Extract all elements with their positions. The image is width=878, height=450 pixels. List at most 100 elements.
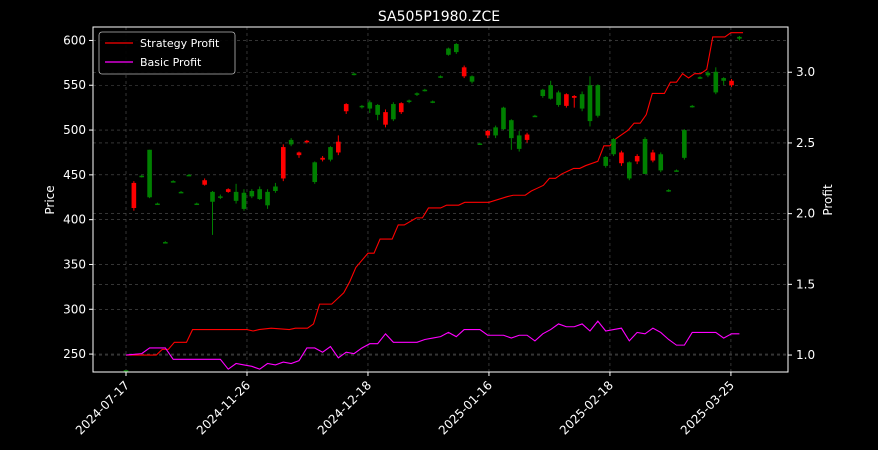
candle-body <box>288 139 294 145</box>
candle-body <box>556 92 561 105</box>
candle-body <box>697 77 703 79</box>
candle-body <box>634 156 640 162</box>
candle-body <box>485 130 491 136</box>
strategy-profit-line <box>126 32 744 356</box>
candle-body <box>516 135 522 149</box>
y-right-tick-label: 1.5 <box>796 277 815 291</box>
candle-body <box>453 44 459 53</box>
candle-body <box>155 203 160 206</box>
candle-body <box>501 107 506 130</box>
candle-body <box>548 85 553 99</box>
legend-strategy-label: Strategy Profit <box>140 37 220 50</box>
y-right-tick-label: 2.5 <box>796 136 815 150</box>
candle-body <box>587 85 593 122</box>
y-left-tick-label: 300 <box>63 302 86 316</box>
y-axis-right-label: Profit <box>821 184 835 216</box>
candle-body <box>233 191 239 201</box>
candle-body <box>603 156 609 166</box>
candle-body <box>398 103 404 113</box>
candle-body <box>658 154 664 171</box>
candle-body <box>721 78 726 81</box>
y-left-tick-label: 450 <box>63 168 86 182</box>
y-left-tick-label: 500 <box>63 123 86 137</box>
candle-body <box>147 149 152 198</box>
candle-body <box>406 100 412 102</box>
candle-body <box>713 71 719 93</box>
candle-body <box>375 104 380 115</box>
candle-body <box>674 170 679 172</box>
y-left-tick-label: 350 <box>63 257 86 271</box>
candle-body <box>280 147 286 179</box>
y-left-tick-label: 250 <box>63 347 86 361</box>
candles <box>123 35 742 372</box>
y-left-tick-label: 400 <box>63 213 86 227</box>
candle-body <box>351 73 357 76</box>
y-left-tick-label: 550 <box>63 78 86 92</box>
candle-body <box>336 141 341 153</box>
y-axis-right: 1.0 1.5 2.0 2.5 3.0 <box>788 65 815 362</box>
candle-body <box>595 85 601 116</box>
candle-body <box>273 186 278 191</box>
plot-frame <box>92 26 789 373</box>
candle-body <box>469 76 475 82</box>
candle-body <box>241 192 247 209</box>
candle-body <box>626 162 632 179</box>
candle-body <box>304 140 310 143</box>
candle-body <box>163 242 168 244</box>
candle-body <box>312 162 318 183</box>
candle-body <box>579 94 585 109</box>
candle-body <box>328 147 333 160</box>
candle-body <box>682 130 687 158</box>
candle-body <box>257 189 262 200</box>
candle-body <box>367 102 373 109</box>
candle-body <box>225 189 231 192</box>
candle-body <box>689 105 695 108</box>
candle-body <box>422 89 428 92</box>
candle-body <box>249 190 255 197</box>
candle-body <box>343 104 349 112</box>
candle-body <box>414 93 420 95</box>
candle-body <box>540 89 546 96</box>
candle-body <box>564 94 569 106</box>
candle-body <box>705 72 711 76</box>
candle-body <box>532 115 538 118</box>
candle-body <box>320 157 325 160</box>
strategy-profit-series <box>126 32 744 356</box>
candle-body <box>218 196 223 198</box>
candle-body <box>461 67 467 77</box>
candle-body <box>438 76 443 78</box>
candle-body <box>619 152 624 164</box>
candle-body <box>139 175 145 178</box>
basic-profit-line <box>125 320 740 370</box>
candle-body <box>383 112 388 125</box>
y-axis-left: 250 300 350 400 450 500 550 600 <box>63 33 93 361</box>
candle-body <box>509 120 514 139</box>
candle-body <box>477 143 483 145</box>
y-right-tick-label: 2.0 <box>796 207 815 221</box>
candle-body <box>186 174 192 177</box>
legend: Strategy Profit Basic Profit <box>98 31 236 75</box>
candle-body <box>210 191 215 202</box>
y-left-tick-label: 600 <box>63 33 86 47</box>
candle-body <box>571 96 577 98</box>
candle-body <box>194 203 200 206</box>
candle-body <box>391 104 396 120</box>
y-axis-left-label: Price <box>43 185 57 214</box>
candle-body <box>493 127 498 136</box>
candle-body <box>650 152 656 161</box>
candle-body <box>524 134 530 140</box>
candle-body <box>170 181 176 183</box>
candle-body <box>430 101 435 103</box>
chart-title: SA505P1980.ZCE <box>378 9 500 25</box>
candle-body <box>359 105 365 108</box>
candle-body <box>446 48 451 55</box>
candle-body <box>296 152 302 156</box>
candle-body <box>611 139 616 155</box>
candle-body <box>131 182 137 209</box>
candle-body <box>729 80 734 86</box>
candle-body <box>123 370 129 372</box>
candle-body <box>737 36 742 39</box>
legend-basic-label: Basic Profit <box>140 56 202 69</box>
y-right-tick-label: 3.0 <box>796 65 815 79</box>
